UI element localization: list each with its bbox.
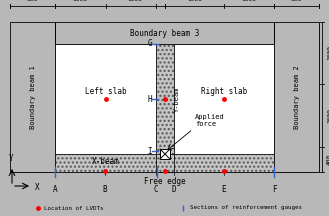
Bar bbox=[274, 22, 319, 172]
Bar bbox=[10, 22, 55, 172]
Bar bbox=[156, 44, 174, 172]
Text: G: G bbox=[147, 40, 152, 49]
Text: C: C bbox=[154, 186, 158, 194]
Text: X-beam: X-beam bbox=[91, 157, 119, 165]
Text: I: I bbox=[147, 146, 152, 156]
Text: H: H bbox=[147, 95, 152, 103]
Text: Boundary beam 3: Boundary beam 3 bbox=[130, 29, 199, 38]
Text: 1000: 1000 bbox=[187, 0, 202, 2]
Text: B: B bbox=[103, 186, 107, 194]
Text: Boundary beam 2: Boundary beam 2 bbox=[293, 65, 299, 129]
Bar bbox=[10, 22, 55, 172]
Bar bbox=[10, 22, 319, 172]
Text: 400: 400 bbox=[327, 154, 329, 165]
Bar bbox=[55, 44, 274, 172]
Text: Boundary beam 1: Boundary beam 1 bbox=[30, 65, 36, 129]
Text: 1000: 1000 bbox=[128, 0, 143, 2]
Text: X: X bbox=[35, 183, 39, 192]
Bar bbox=[55, 154, 274, 172]
Text: Sections of reinforcement gauges: Sections of reinforcement gauges bbox=[190, 205, 302, 211]
Text: E: E bbox=[222, 186, 226, 194]
Text: 500: 500 bbox=[291, 0, 302, 2]
Text: 1000: 1000 bbox=[327, 108, 329, 123]
Bar bbox=[274, 22, 319, 172]
Text: Y-beam: Y-beam bbox=[174, 86, 180, 112]
Bar bbox=[156, 44, 174, 172]
Text: 1000: 1000 bbox=[327, 46, 329, 60]
Text: Applied
force: Applied force bbox=[195, 114, 225, 127]
Text: Y: Y bbox=[9, 154, 13, 163]
Bar bbox=[55, 154, 274, 172]
Text: Left slab: Left slab bbox=[85, 86, 126, 95]
Text: F: F bbox=[272, 186, 276, 194]
Bar bbox=[55, 22, 274, 44]
Bar bbox=[55, 22, 274, 44]
Text: 1000: 1000 bbox=[241, 0, 257, 2]
Text: Location of LVDTs: Location of LVDTs bbox=[44, 205, 104, 211]
Text: 1000: 1000 bbox=[73, 0, 88, 2]
Text: A: A bbox=[53, 186, 57, 194]
Text: 500: 500 bbox=[27, 0, 38, 2]
Text: D: D bbox=[172, 186, 176, 194]
Bar bbox=[160, 149, 170, 159]
Text: Right slab: Right slab bbox=[201, 86, 247, 95]
Text: Free edge: Free edge bbox=[144, 178, 185, 186]
